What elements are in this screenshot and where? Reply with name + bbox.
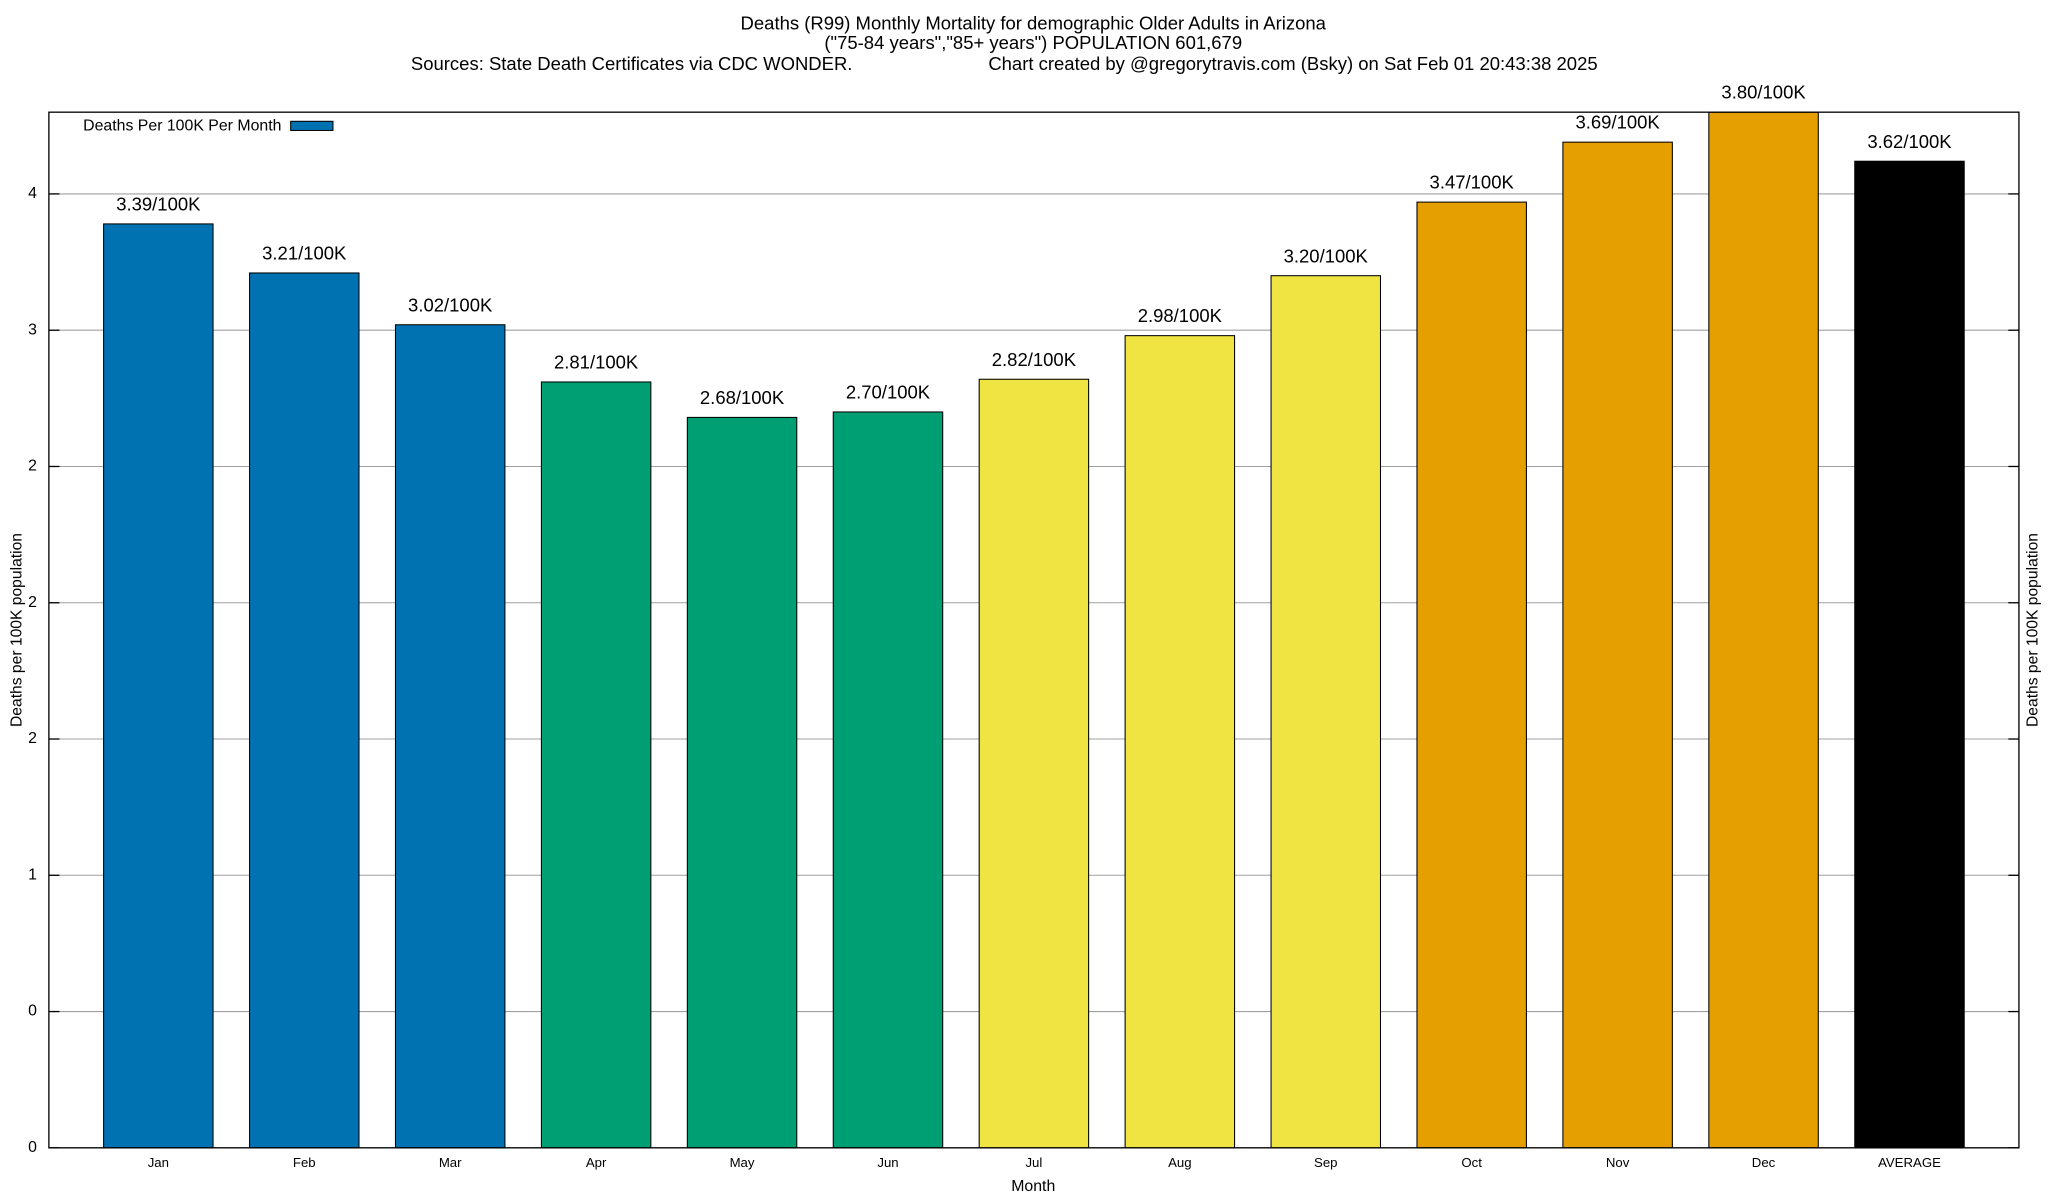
bar bbox=[1562, 141, 1673, 1149]
y-tick-label: 1 bbox=[28, 866, 37, 883]
credit-note: Chart created by @gregorytravis.com (Bsk… bbox=[988, 53, 1597, 74]
bar bbox=[1416, 201, 1527, 1149]
data-label: 2.68/100K bbox=[700, 387, 785, 408]
bar bbox=[394, 324, 506, 1149]
y-tick-label: 2 bbox=[28, 594, 37, 611]
data-label: 3.47/100K bbox=[1430, 172, 1515, 193]
bar bbox=[103, 223, 214, 1149]
bar bbox=[540, 381, 652, 1149]
x-tick-label: Jan bbox=[148, 1155, 169, 1170]
data-label: 3.20/100K bbox=[1284, 245, 1369, 266]
bar bbox=[1124, 335, 1236, 1149]
x-tick-label: Apr bbox=[586, 1155, 607, 1170]
bar bbox=[1708, 111, 1819, 1149]
chart-title: Deaths (R99) Monthly Mortality for demog… bbox=[741, 13, 1327, 34]
source-note: Sources: State Death Certificates via CD… bbox=[411, 53, 853, 74]
y-tick-label: 0 bbox=[28, 1003, 37, 1020]
y-tick-label: 0 bbox=[28, 1139, 37, 1156]
data-label: 2.70/100K bbox=[846, 382, 931, 403]
data-label: 2.82/100K bbox=[992, 349, 1077, 370]
x-tick-label: Jul bbox=[1025, 1155, 1042, 1170]
legend-swatch bbox=[290, 120, 334, 131]
x-tick-label: Oct bbox=[1461, 1155, 1482, 1170]
y-tick-label: 4 bbox=[28, 185, 37, 202]
y-axis-label: Deaths per 100K population bbox=[8, 533, 25, 727]
bar bbox=[978, 378, 1090, 1149]
data-label: 3.02/100K bbox=[408, 294, 493, 315]
bar bbox=[249, 272, 360, 1149]
y-tick-label: 2 bbox=[28, 730, 37, 747]
data-label: 3.62/100K bbox=[1867, 131, 1952, 152]
x-tick-label: Jun bbox=[877, 1155, 898, 1170]
x-tick-label: Sep bbox=[1314, 1155, 1337, 1170]
bar bbox=[686, 416, 798, 1149]
x-axis-label: Month bbox=[1011, 1178, 1055, 1195]
x-tick-label: Mar bbox=[439, 1155, 462, 1170]
y-tick-label: 3 bbox=[28, 321, 37, 338]
y2-axis-label: Deaths per 100K population bbox=[2025, 533, 2042, 727]
y-tick-label: 2 bbox=[28, 458, 37, 475]
legend-label: Deaths Per 100K Per Month bbox=[83, 118, 281, 135]
x-tick-label: Feb bbox=[293, 1155, 316, 1170]
bar bbox=[832, 411, 944, 1149]
bar bbox=[1854, 160, 1965, 1149]
plot-frame bbox=[48, 111, 2020, 1149]
bar bbox=[1270, 275, 1382, 1149]
data-label: 3.21/100K bbox=[262, 243, 347, 264]
x-tick-label: May bbox=[730, 1155, 755, 1170]
x-tick-label: Nov bbox=[1606, 1155, 1630, 1170]
data-label: 2.98/100K bbox=[1138, 305, 1223, 326]
data-label: 3.80/100K bbox=[1721, 82, 1806, 103]
data-label: 3.69/100K bbox=[1575, 112, 1660, 133]
chart-subtitle: ("75-84 years","85+ years") POPULATION 6… bbox=[824, 32, 1242, 53]
x-tick-label: Dec bbox=[1752, 1155, 1776, 1170]
x-tick-label: AVERAGE bbox=[1878, 1155, 1941, 1170]
data-label: 3.39/100K bbox=[116, 194, 201, 215]
x-tick-label: Aug bbox=[1168, 1155, 1191, 1170]
data-label: 2.81/100K bbox=[554, 352, 639, 373]
